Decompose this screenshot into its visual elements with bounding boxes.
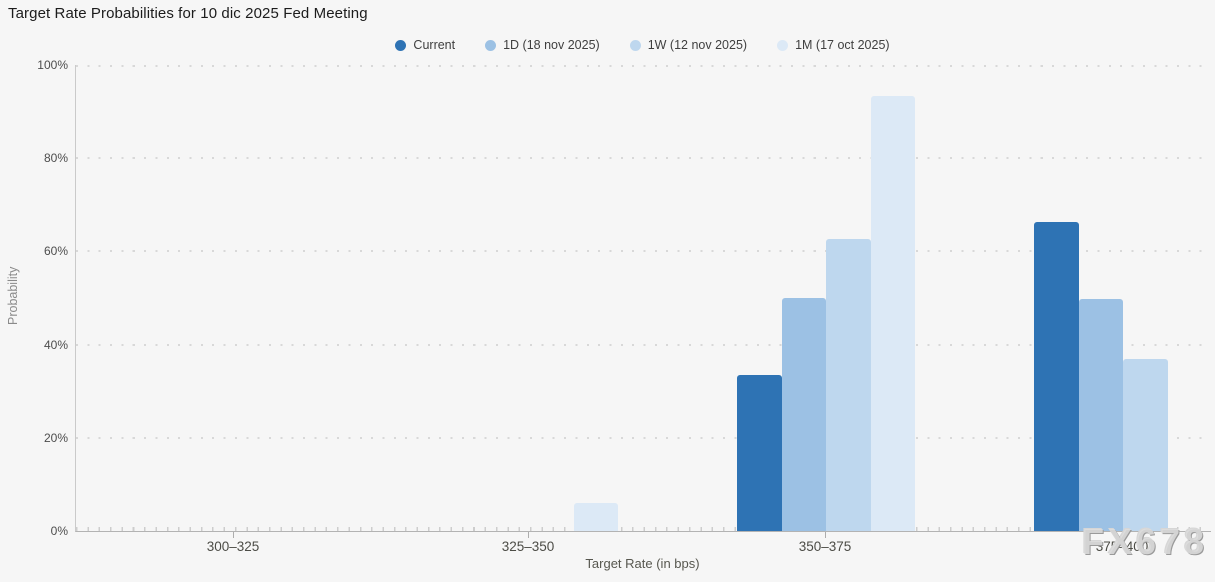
x-tick-label-375-400: 375–400 [1095, 539, 1149, 554]
bar-375-400-1d [1078, 298, 1123, 531]
gridline-100 [76, 65, 1211, 67]
legend-item-1m-17-oct-2025[interactable]: 1M (17 oct 2025) [777, 38, 890, 52]
y-tick-label-40: 40% [43, 337, 68, 352]
bar-group-350-375 [737, 96, 915, 531]
x-axis-minor-ticks [76, 527, 1211, 531]
x-axis-title: Target Rate (in bps) [585, 556, 700, 571]
bar-group-325-350 [440, 503, 618, 531]
bar-350-375-1d [781, 298, 826, 531]
legend-item-1w-12-nov-2025[interactable]: 1W (12 nov 2025) [629, 38, 748, 52]
bar-375-400-current [1034, 222, 1079, 531]
legend-label: 1D (18 nov 2025) [503, 38, 600, 52]
bar-350-375-1w [826, 238, 871, 531]
x-tick-label-350-375: 350–375 [798, 539, 852, 554]
y-tick-label-80: 80% [43, 151, 68, 166]
legend-label: Current [413, 38, 456, 52]
x-tick-350-375 [825, 532, 826, 538]
legend-dot-icon [629, 39, 641, 51]
bar-325-350-1m [573, 503, 618, 531]
x-tick-325-350 [528, 532, 529, 538]
x-tick-label-300-325: 300–325 [206, 539, 260, 554]
legend-item-current[interactable]: Current [395, 38, 455, 52]
y-tick-label-0: 0% [50, 524, 68, 538]
bar-350-375-1m [870, 96, 915, 531]
y-tick-label-60: 60% [43, 244, 68, 259]
y-tick-label-100: 100% [37, 58, 68, 72]
legend: Current 1D (18 nov 2025) 1W (12 nov 2025) 1… [75, 36, 1210, 54]
legend-item-1d-18-nov-2025[interactable]: 1D (18 nov 2025) [485, 38, 600, 52]
gridline-20 [76, 436, 1211, 439]
legend-dot-icon [777, 39, 789, 51]
x-tick-label-325-350: 325–350 [501, 539, 555, 554]
plot-area [75, 65, 1211, 532]
gridline-80 [76, 157, 1211, 160]
gridline-60 [76, 250, 1211, 253]
chart-title: Target Rate Probabilities for 10 dic 202… [8, 5, 368, 22]
x-tick-375-400 [1122, 532, 1123, 538]
gridline-40 [76, 343, 1211, 346]
y-tick-label-20: 20% [43, 430, 68, 445]
bar-350-375-current [737, 374, 782, 531]
bar-375-400-1w [1123, 359, 1168, 531]
legend-label: 1W (12 nov 2025) [647, 38, 748, 52]
x-tick-300-325 [233, 532, 234, 538]
bar-group-375-400 [1034, 222, 1212, 531]
legend-dot-icon [395, 39, 407, 51]
legend-dot-icon [485, 39, 497, 51]
legend-label: 1M (17 oct 2025) [795, 38, 890, 52]
watermark: FX678 [1082, 521, 1209, 562]
